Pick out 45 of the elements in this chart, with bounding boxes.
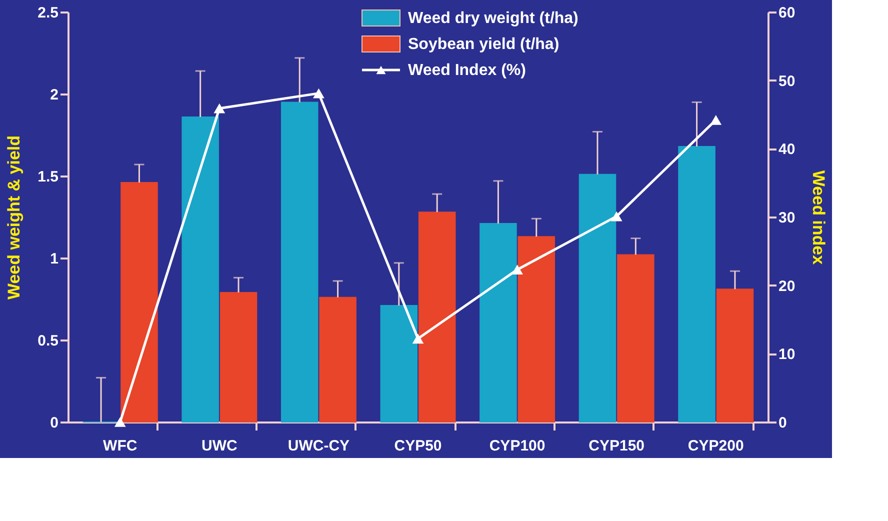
y-tick-label: 1 xyxy=(50,250,58,268)
bar xyxy=(480,223,517,422)
x-tick-label: CYP100 xyxy=(489,438,546,454)
point xyxy=(610,211,622,222)
x-tick-label: UWC xyxy=(202,438,238,454)
bar xyxy=(220,292,258,422)
bar xyxy=(617,254,654,422)
y2-tick-label: 20 xyxy=(778,278,796,295)
x-tick-label: CYP200 xyxy=(688,438,744,454)
point xyxy=(412,334,424,344)
bar xyxy=(280,102,318,422)
x-tick-label: WFC xyxy=(103,438,138,454)
y2-tick-label: 0 xyxy=(778,414,787,432)
bar xyxy=(678,146,716,422)
bar xyxy=(578,174,616,422)
bar xyxy=(182,116,219,422)
point xyxy=(710,115,722,125)
y-tick-label: 0 xyxy=(50,414,58,432)
bar xyxy=(716,288,754,422)
point xyxy=(313,88,324,98)
x-tick-label: CYP50 xyxy=(394,438,442,454)
bar xyxy=(418,212,456,422)
point xyxy=(512,264,523,275)
legend-label: Soybean yield (t/ha) xyxy=(408,36,560,53)
y2-tick-label: 10 xyxy=(778,346,796,364)
x-tick-label: CYP150 xyxy=(588,438,645,454)
bar xyxy=(380,305,418,422)
y2-tick-label: 50 xyxy=(778,72,796,90)
y-axis-title: Weed weight & yield xyxy=(4,135,24,300)
point xyxy=(214,103,226,114)
bar xyxy=(518,236,556,422)
y2-tick-label: 30 xyxy=(778,210,796,226)
legend-label: Weed Index (%) xyxy=(408,62,526,79)
legend-label: Weed dry weight (t/ha) xyxy=(408,10,578,27)
x-tick-label: UWC-CY xyxy=(288,438,350,454)
point xyxy=(114,417,126,427)
y-tick-label: 0.5 xyxy=(38,332,58,350)
bar xyxy=(120,182,158,422)
bar xyxy=(319,296,356,422)
y2-tick-label: 60 xyxy=(778,4,796,22)
y-tick-label: 2.5 xyxy=(38,4,58,22)
y2-axis-title: Weed index xyxy=(809,170,828,266)
y-tick-label: 1.5 xyxy=(38,168,58,186)
y-tick-label: 2 xyxy=(50,86,58,104)
y2-tick-label: 40 xyxy=(778,141,796,158)
